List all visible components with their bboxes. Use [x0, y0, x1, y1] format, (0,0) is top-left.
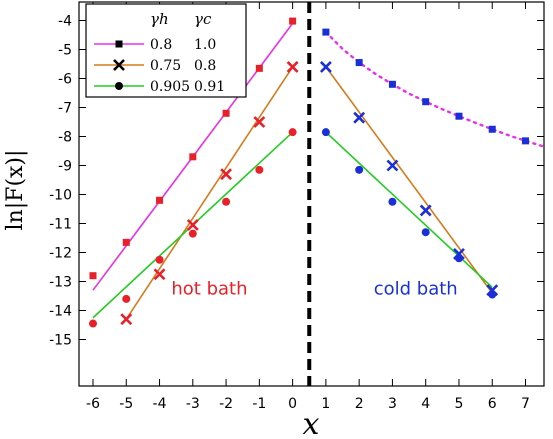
series-0-hot-point: [189, 153, 197, 161]
series-1-hot-point: [153, 268, 166, 281]
x-tick-label: 6: [488, 396, 497, 412]
x-tick-label: -2: [219, 396, 233, 412]
legend-gamma-c-2: 0.91: [194, 79, 225, 95]
x-tick-label: 5: [455, 396, 464, 412]
legend-gamma-c-0: 1.0: [194, 37, 216, 53]
y-tick-label: -11: [49, 217, 72, 233]
x-tick-label: 1: [321, 396, 330, 412]
y-tick-label: -7: [58, 101, 72, 117]
x-tick-label: 0: [288, 396, 297, 412]
series-0-cold-point: [388, 80, 396, 88]
series-1-cold-point: [419, 204, 432, 217]
series-1-hot-point-stroke-b: [253, 116, 266, 128]
legend-header-gamma-h: γh: [150, 10, 169, 28]
y-tick-label: -13: [49, 275, 72, 291]
legend-rows: 0.8 1.00.75 0.80.905 0.91: [94, 37, 225, 95]
y-tick-label: -5: [58, 43, 72, 59]
x-tick-label: -6: [86, 396, 100, 412]
legend-marker-0: [115, 40, 123, 48]
series-2-hot-point: [222, 197, 231, 206]
series-0-hot-point: [289, 17, 297, 25]
series-1-cold-point: [353, 111, 366, 124]
y-tick-label: -6: [58, 72, 72, 88]
series-0-cold-point: [322, 28, 330, 36]
series-1-hot-point: [286, 60, 299, 73]
series-1-cold-point: [386, 159, 399, 172]
series-0-hot-point: [89, 272, 97, 280]
series-0-cold-point: [455, 112, 463, 120]
y-tick-label: -12: [49, 246, 72, 262]
series-0-hot-point: [255, 64, 263, 72]
series-2-hot-point: [188, 229, 197, 238]
series-2-hot-point: [89, 319, 97, 328]
series-0-hot-point: [122, 238, 130, 246]
series-2-hot-point: [122, 294, 131, 303]
series-0-hot-point: [156, 196, 164, 204]
y-tick-label: -14: [49, 304, 72, 320]
legend: γh γc 0.8 1.00.75 0.80.905 0.91: [85, 3, 247, 98]
legend-header-gamma-c: γc: [194, 10, 212, 28]
x-tick-label: 4: [421, 396, 430, 412]
series-0-cold-point: [522, 137, 530, 145]
legend-marker-2: [115, 82, 123, 90]
y-axis-label-group: ln|F(x)|: [3, 150, 28, 231]
hot-bath-label: hot bath: [171, 279, 247, 300]
series-1-cold-point-stroke-b: [419, 204, 432, 217]
x-tick-label: -4: [153, 396, 167, 412]
legend-box: [85, 3, 247, 98]
series-1-hot-point-stroke-b: [286, 60, 299, 73]
ticks-layer: -6 -5 -4 -3 -2 -1 0 1 2 3 4 5 6 7-4-5-6-7-8-9-10-11-1…: [49, 2, 544, 412]
x-tick-label: -5: [119, 396, 133, 412]
x-tick-label: -1: [252, 396, 266, 412]
legend-marker-1: [113, 59, 125, 71]
series-2-hot-point: [255, 165, 264, 174]
series-1-cold-point-stroke-b: [319, 60, 332, 73]
x-tick-label: 2: [355, 396, 364, 412]
y-tick-label: -4: [58, 14, 72, 30]
series-1-hot-point: [120, 313, 133, 326]
series-1-cold-point-stroke-b: [386, 159, 399, 172]
series-1-hot-point-stroke-b: [220, 168, 232, 181]
legend-gamma-h-2: 0.905: [150, 79, 190, 95]
series-2-cold-fit-line: [325, 131, 493, 288]
y-tick-label: -10: [49, 188, 72, 204]
x-tick-label: 3: [388, 396, 397, 412]
markers-layer: [89, 17, 530, 328]
y-tick-label: -9: [58, 159, 72, 175]
x-tick-label: 7: [521, 396, 530, 412]
y-tick-label: -15: [49, 333, 72, 349]
series-1-hot-fit-line: [125, 66, 294, 320]
series-1-hot-point: [220, 168, 232, 181]
series-2-cold-point: [421, 228, 430, 237]
series-1-hot-point-stroke-b: [186, 219, 199, 231]
series-1-cold-point-stroke-b: [353, 111, 366, 124]
series-2-cold-point: [488, 290, 497, 299]
series-1-hot-point-stroke-b: [153, 268, 166, 281]
series-1-hot-point: [186, 219, 199, 231]
series-1-hot-point-stroke-b: [120, 313, 133, 326]
series-2-cold-point: [355, 165, 364, 174]
series-0-cold-point: [422, 98, 430, 106]
cold-bath-label: cold bath: [374, 279, 458, 300]
series-0-hot-point: [222, 109, 230, 117]
series-2-hot-point: [155, 255, 164, 264]
x-axis-label: x: [303, 407, 320, 439]
series-0-cold-point: [488, 125, 496, 133]
series-2-cold-point: [454, 254, 463, 263]
x-tick-label: -3: [186, 396, 200, 412]
series-2-cold-point: [321, 128, 330, 137]
series-2-cold-point: [388, 197, 397, 206]
y-tick-label: -8: [58, 130, 72, 146]
legend-gamma-h-0: 0.8: [150, 37, 172, 53]
series-0-cold-point: [355, 59, 363, 67]
series-1-hot-point: [253, 116, 266, 128]
legend-marker-1-stroke-b: [113, 59, 125, 71]
series-2-hot-point: [288, 128, 297, 137]
y-axis-label: ln|F(x)|: [3, 150, 28, 231]
series-1-cold-point: [319, 60, 332, 73]
legend-gamma-h-1: 0.75: [150, 58, 181, 74]
legend-gamma-c-1: 0.8: [194, 58, 216, 74]
series-1-cold-fit-line: [325, 66, 493, 294]
